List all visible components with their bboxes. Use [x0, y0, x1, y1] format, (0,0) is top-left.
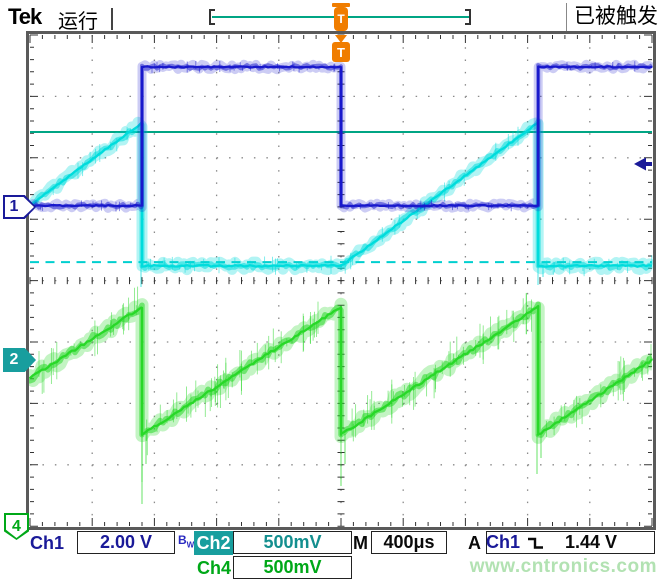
ch1-marker-label: 1: [9, 198, 19, 215]
timebase-value: 400μs: [371, 531, 447, 554]
window-bracket-right: [465, 9, 471, 25]
trigger-marker-body: T: [334, 7, 348, 31]
ch2-scale-value: 500mV: [233, 531, 352, 554]
ch2-marker-label: 2: [9, 351, 19, 368]
trigger-position-marker-icon: T: [332, 2, 350, 31]
acquisition-status: 运行: [58, 11, 98, 33]
record-bar-divider: [111, 8, 113, 30]
bandwidth-limit-icon: BW: [178, 533, 195, 550]
window-bracket-left: [209, 9, 215, 25]
waveform-display: [26, 31, 656, 530]
ch4-scale-value: 500mV: [233, 556, 352, 579]
trigger-status: 已被触发: [566, 3, 658, 31]
trigger-point-label: T: [332, 42, 350, 62]
ch2-ground-marker: 2: [3, 348, 36, 372]
ch4-ground-marker: 4: [4, 513, 29, 540]
ch1-trace: [29, 59, 653, 213]
readout-bar: Ch1 2.00 V BW Ch2 500mV M 400μs A Ch1 1.…: [0, 530, 660, 581]
ch1-ground-marker: 1: [3, 195, 36, 219]
trigger-level-value: 1.44 V: [565, 532, 618, 552]
trigger-point-flag: T: [331, 35, 351, 63]
top-status-bar: Tek 运行 T 已被触发: [0, 0, 660, 33]
watermark: www.cntronics.com: [469, 556, 657, 577]
trigger-source: Ch1: [485, 532, 520, 552]
ch4-readout-label: Ch4: [197, 558, 232, 578]
trigger-readout-label: A: [468, 533, 481, 553]
ch4-trace: [29, 286, 653, 456]
trigger-point-arrow-icon: [335, 35, 347, 43]
trigger-readout-box: Ch1 1.44 V: [486, 531, 655, 554]
falling-edge-icon: [527, 537, 543, 549]
ch2-trace: [29, 116, 653, 277]
trigger-marker-cap: [332, 3, 350, 7]
ch1-readout-label: Ch1: [30, 533, 65, 553]
edge-ticks: [29, 34, 653, 527]
timebase-label: M: [353, 533, 368, 553]
ch2-readout-label: Ch2: [194, 531, 233, 555]
ch1-scale-value: 2.00 V: [77, 531, 175, 554]
trigger-level-arrow: [634, 157, 652, 171]
ch4-marker-label: 4: [12, 517, 21, 535]
tek-logo: Tek: [8, 4, 42, 29]
scope-graticule-svg: [29, 34, 653, 527]
